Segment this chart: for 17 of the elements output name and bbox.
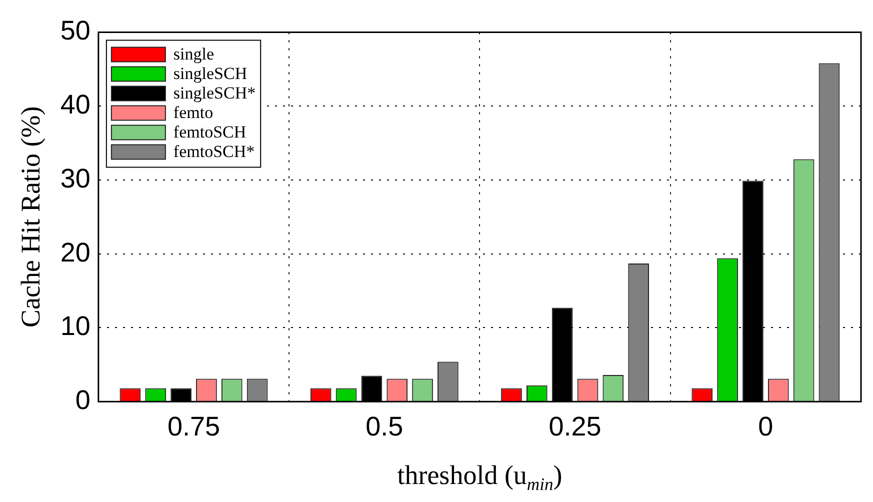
x-tick-label: 0 [758, 411, 774, 442]
y-tick-label: 40 [60, 90, 90, 120]
legend-label: singleSCH* [173, 83, 256, 102]
y-axis-title: Cache Hit Ratio (%) [15, 106, 46, 328]
y-tick-label: 20 [60, 237, 90, 268]
legend-label: femtoSCH* [173, 142, 255, 161]
legend-label: singleSCH [173, 64, 248, 83]
x-tick-label: 0.5 [366, 411, 404, 442]
y-tick-label: 30 [60, 163, 90, 194]
y-tick-label: 50 [60, 16, 90, 46]
x-tick-label: 0.75 [167, 411, 220, 442]
legend-label: single [173, 44, 214, 64]
legend-label: femto [173, 102, 214, 122]
legend-label: femtoSCH [173, 122, 246, 142]
x-tick-label: 0.25 [548, 411, 602, 442]
y-tick-label: 0 [75, 385, 90, 416]
y-tick-label: 10 [60, 311, 90, 342]
